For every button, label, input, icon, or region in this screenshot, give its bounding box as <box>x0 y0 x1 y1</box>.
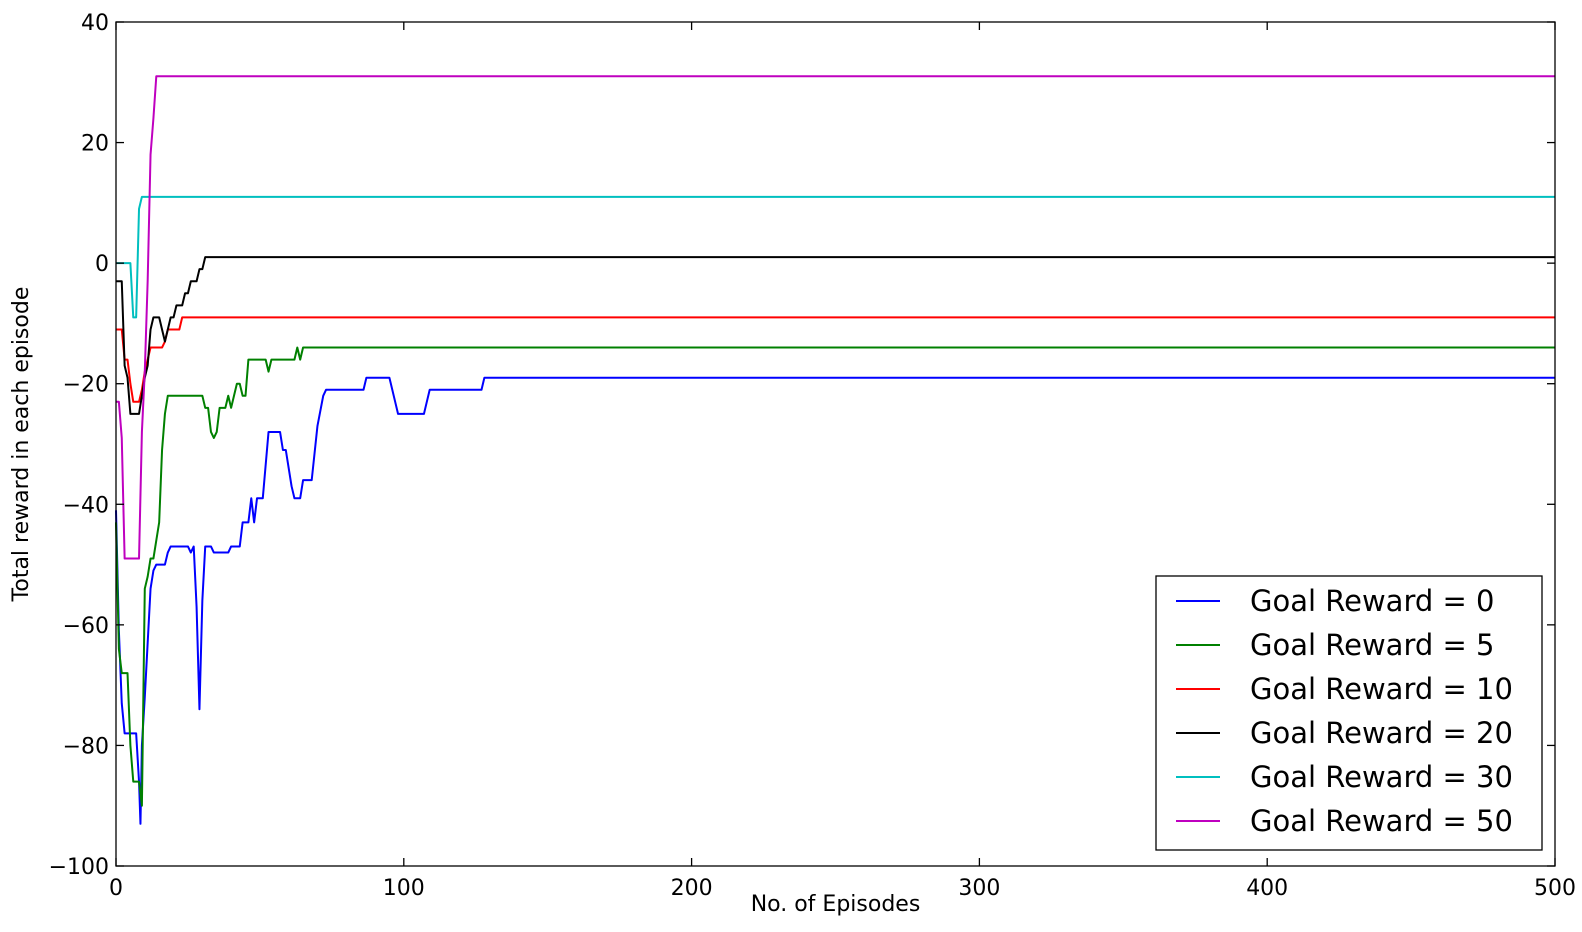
legend-label-2: Goal Reward = 10 <box>1250 672 1513 706</box>
y-tick-label: −20 <box>63 373 109 398</box>
plot-frame <box>115 21 1556 867</box>
y-tick-label: −100 <box>49 855 109 880</box>
legend-box <box>1155 575 1543 851</box>
legend-label-1: Goal Reward = 5 <box>1250 628 1494 662</box>
series-line-5 <box>116 75 1555 560</box>
y-tick-label: −40 <box>63 493 109 518</box>
series-line-3 <box>116 256 1555 415</box>
series-line-1 <box>115 346 1555 807</box>
legend-label-4: Goal Reward = 30 <box>1250 760 1513 794</box>
legend-label-5: Goal Reward = 50 <box>1250 804 1513 838</box>
legend-label-3: Goal Reward = 20 <box>1250 716 1513 750</box>
ticks-layer: 0 100 200 300 400 500 −100 −80 −60 −40 −20 0 20 40 <box>49 11 1576 901</box>
x-tick-label: 0 <box>109 876 123 901</box>
y-tick-label: −60 <box>63 614 109 639</box>
y-tick-label: 0 <box>95 252 109 277</box>
x-tick-label: 100 <box>383 876 425 901</box>
x-tick-label: 500 <box>1534 876 1576 901</box>
legend-label-0: Goal Reward = 0 <box>1250 584 1494 618</box>
y-tick-label: 20 <box>81 132 109 157</box>
legend: Goal Reward = 0 Goal Reward = 5 Goal Rewar… <box>1155 575 1543 851</box>
y-tick-label: 40 <box>81 11 109 36</box>
x-tick-label: 200 <box>671 876 713 901</box>
x-tick-label: 300 <box>958 876 1000 901</box>
y-tick-label: −80 <box>63 734 109 759</box>
x-tick-label: 400 <box>1246 876 1288 901</box>
y-axis-label: Total reward in each episode <box>9 287 34 603</box>
x-axis-label: No. of Episodes <box>751 892 921 917</box>
